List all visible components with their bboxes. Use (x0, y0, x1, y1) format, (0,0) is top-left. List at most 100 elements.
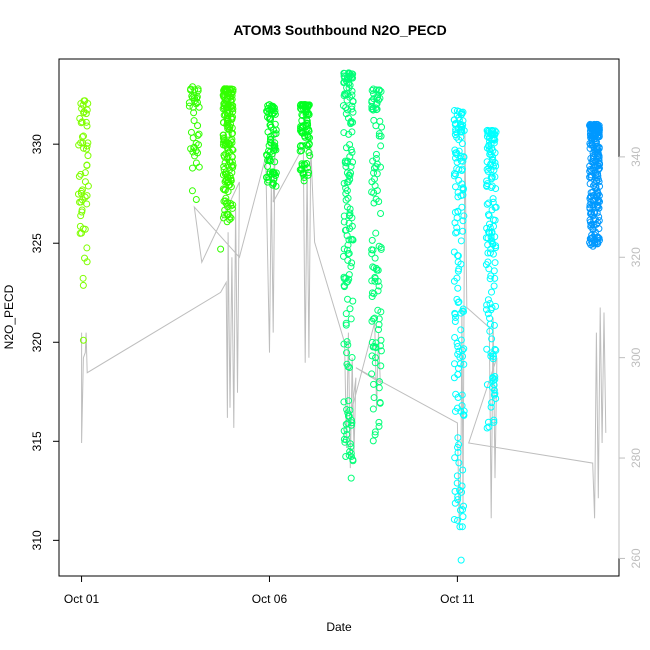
data-point (451, 333, 459, 341)
data-point (454, 267, 462, 275)
data-point (224, 119, 232, 127)
data-point (344, 241, 352, 249)
data-point (306, 152, 314, 160)
data-point (453, 158, 461, 166)
data-point (340, 398, 348, 406)
data-point (457, 556, 465, 564)
data-point (490, 222, 498, 230)
data-point (344, 106, 352, 114)
data-point (345, 130, 353, 138)
data-point (345, 271, 353, 279)
data-point (589, 242, 597, 250)
data-point (489, 374, 497, 382)
data-point (75, 141, 83, 149)
data-point (460, 360, 468, 368)
data-point (369, 157, 377, 165)
data-point (266, 138, 274, 146)
data-point (368, 86, 376, 94)
y2-tick-label: 340 (629, 147, 643, 167)
data-point (459, 108, 467, 116)
data-point (491, 149, 499, 157)
data-point (219, 134, 227, 142)
x-tick-label: Oct 06 (252, 592, 288, 606)
data-point (371, 359, 379, 367)
data-point (486, 275, 494, 283)
data-point (454, 493, 462, 501)
data-point (81, 225, 89, 233)
data-point (299, 170, 307, 178)
data-point (455, 108, 463, 116)
data-point (227, 103, 235, 111)
data-point (488, 144, 496, 152)
data-point (378, 123, 386, 131)
data-point (368, 236, 376, 244)
data-point (487, 184, 495, 192)
data-point (368, 338, 376, 346)
data-point (77, 139, 85, 147)
series-1 (185, 83, 237, 253)
data-point (458, 203, 466, 211)
data-point (192, 159, 200, 167)
data-point (340, 212, 348, 220)
data-point (344, 397, 352, 405)
y-axis-right: 260 280 300 320 340 (618, 147, 643, 568)
data-point (296, 142, 304, 150)
data-point (79, 336, 87, 344)
data-point (451, 487, 459, 495)
altitude-layer (81, 131, 607, 529)
data-point (222, 199, 230, 207)
data-point (266, 168, 274, 176)
data-point (344, 157, 352, 165)
data-point (369, 90, 377, 98)
data-point (340, 245, 348, 253)
data-point (376, 117, 384, 125)
data-point (194, 141, 202, 149)
data-point (270, 168, 278, 176)
data-point (454, 124, 462, 132)
data-point (340, 179, 348, 187)
data-point (341, 90, 349, 98)
data-point (224, 146, 232, 154)
data-point (455, 166, 463, 174)
data-point (457, 336, 465, 344)
data-point (342, 196, 350, 204)
series-2 (262, 101, 314, 190)
y2-tick-label: 300 (629, 347, 643, 367)
data-point (223, 218, 231, 226)
data-point (304, 133, 312, 141)
data-point (342, 310, 350, 318)
data-point (81, 178, 89, 186)
data-point (454, 298, 462, 306)
data-point (454, 449, 462, 457)
data-point (587, 154, 595, 162)
data-point (451, 499, 459, 507)
data-point (227, 86, 235, 94)
data-point (268, 150, 276, 158)
data-point (192, 147, 200, 155)
data-point (371, 431, 379, 439)
data-point (450, 116, 458, 124)
data-point (228, 158, 236, 166)
data-point (224, 161, 232, 169)
data-point (368, 250, 376, 258)
data-point (217, 245, 225, 253)
data-point (484, 249, 492, 257)
data-point (594, 166, 602, 174)
data-point (349, 236, 357, 244)
data-point (296, 101, 304, 109)
data-point (374, 326, 382, 334)
data-point (264, 128, 272, 136)
data-point (594, 150, 602, 158)
data-point (373, 187, 381, 195)
data-point (368, 188, 376, 196)
data-point (266, 157, 274, 165)
data-point (81, 254, 89, 262)
data-point (81, 169, 89, 177)
data-point (457, 237, 465, 245)
points-layer (74, 69, 604, 564)
data-point (348, 354, 356, 362)
data-point (459, 217, 467, 225)
data-point (457, 133, 465, 141)
y-tick-label: 310 (30, 530, 44, 550)
altitude-line (81, 131, 607, 529)
